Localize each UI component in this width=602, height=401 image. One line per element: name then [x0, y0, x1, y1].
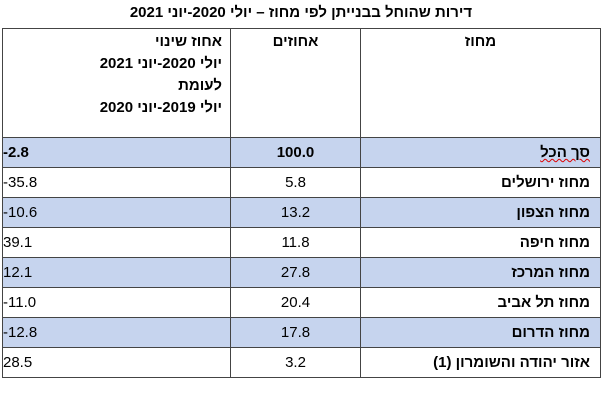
change-cell: 28.5: [2, 347, 231, 378]
header-line: יולי 2019-יוני 2020: [99, 99, 222, 116]
header-row: מחוז אחוזים אחוז שינוי יולי 2020-יוני 2021 ל…: [2, 28, 601, 138]
table-row: סך הכל 100.0 -2.8: [2, 137, 601, 168]
header-cell: אחוז שינוי יולי 2020-יוני 2021 לעומת יולי 2…: [2, 28, 231, 138]
change-cell: 39.1: [2, 227, 231, 258]
change-cell: -11.0: [2, 287, 231, 318]
region-cell: מחוז חיפה: [360, 227, 601, 258]
percent-cell: 20.4: [230, 287, 361, 318]
header-line: אחוז שינוי: [154, 33, 222, 50]
table: מחוז אחוזים אחוז שינוי יולי 2020-יוני 2021 ל…: [2, 28, 601, 378]
percent-cell: 11.8: [230, 227, 361, 258]
change-cell: -10.6: [2, 197, 231, 228]
change-cell: -2.8: [2, 137, 231, 168]
table-row: מחוז הדרום 17.8 -12.8: [2, 317, 601, 348]
header-line: יולי 2020-יוני 2021: [99, 55, 222, 72]
header-line: לעומת: [178, 77, 222, 94]
percent-cell: 13.2: [230, 197, 361, 228]
region-cell: מחוז תל אביב: [360, 287, 601, 318]
table-row: מחוז ירושלים 5.8 -35.8: [2, 167, 601, 198]
percent-cell: 3.2: [230, 347, 361, 378]
region-cell: מחוז ירושלים: [360, 167, 601, 198]
percent-cell: 17.8: [230, 317, 361, 348]
table-body: סך הכל 100.0 -2.8 מחוז ירושלים 5.8 -35.8 מחוז …: [2, 137, 601, 378]
table-row: מחוז תל אביב 20.4 -11.0: [2, 287, 601, 318]
table-row: אזור יהודה והשומרון (1) 3.2 28.5: [2, 347, 601, 378]
region-cell: סך הכל: [360, 137, 601, 168]
change-cell: -35.8: [2, 167, 231, 198]
table-row: מחוז חיפה 11.8 39.1: [2, 227, 601, 258]
region-cell: מחוז הדרום: [360, 317, 601, 348]
percent-cell: 100.0: [230, 137, 361, 168]
table-title: דירות שהוחל בבנייתן לפי מחוז – יולי 2020…: [129, 4, 473, 21]
change-cell: 12.1: [2, 257, 231, 288]
table-row: מחוז הצפון 13.2 -10.6: [2, 197, 601, 228]
percent-cell: 5.8: [230, 167, 361, 198]
region-cell: מחוז המרכז: [360, 257, 601, 288]
region-cell: מחוז הצפון: [360, 197, 601, 228]
table-row: מחוז המרכז 27.8 12.1: [2, 257, 601, 288]
region-cell: אזור יהודה והשומרון (1): [360, 347, 601, 378]
change-cell: -12.8: [2, 317, 231, 348]
header-cell: מחוז: [360, 28, 601, 138]
header-cell: אחוזים: [230, 28, 361, 138]
percent-cell: 27.8: [230, 257, 361, 288]
